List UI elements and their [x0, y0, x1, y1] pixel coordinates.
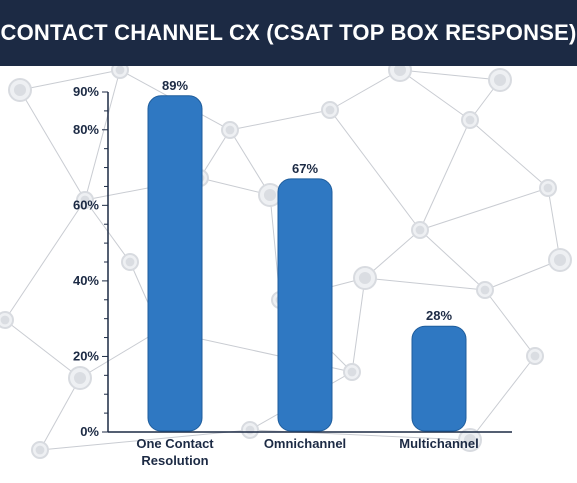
network-edge	[329, 109, 421, 231]
network-edge	[351, 277, 366, 373]
network-edge	[4, 319, 81, 379]
network-node-core	[115, 66, 125, 75]
network-edge	[39, 429, 251, 451]
bar	[277, 178, 333, 432]
chart-labels: 89% One Contact Resolution 67% Omnichannel 28…	[136, 78, 478, 468]
chart-header: CONTACT CHANNEL CX (CSAT TOP BOX RESPONS…	[0, 0, 577, 66]
x-tick-label: One Contact Resolution	[136, 436, 214, 468]
network-node-core	[415, 225, 425, 235]
data-label: 67%	[292, 161, 318, 176]
network-node-core	[35, 445, 45, 455]
y-tick-label: 40%	[73, 273, 99, 288]
network-edge	[79, 329, 161, 379]
network-node-core	[73, 371, 87, 385]
network-node-core	[13, 83, 27, 97]
x-tick-label-line: Resolution	[141, 453, 208, 468]
network-node-core	[358, 271, 372, 285]
network-node-core	[125, 257, 135, 267]
network-edge	[469, 355, 536, 441]
bar	[411, 325, 467, 432]
network-edge	[547, 187, 561, 261]
data-label: 28%	[426, 308, 452, 323]
y-tick-label: 60%	[73, 197, 99, 212]
network-edge	[364, 229, 421, 279]
network-edge	[329, 69, 401, 111]
chart-bars	[147, 95, 467, 432]
network-edge	[19, 89, 86, 201]
network-node-core	[480, 285, 490, 295]
network-edge	[19, 69, 121, 91]
y-tick-label: 90%	[73, 84, 99, 99]
network-node-core	[245, 425, 255, 435]
network-edge	[419, 119, 471, 231]
y-tick-label: 80%	[73, 122, 99, 137]
y-tick-label: 20%	[73, 348, 99, 363]
y-tick-label: 0%	[80, 424, 99, 439]
network-edge	[419, 229, 486, 291]
x-tick-label-line: One Contact	[136, 436, 214, 451]
network-edge	[4, 199, 86, 321]
network-edge	[229, 109, 331, 131]
network-node-core	[263, 188, 277, 202]
network-node-core	[463, 433, 477, 447]
network-node-core	[493, 73, 507, 87]
x-tick-label: Multichannel	[399, 436, 478, 451]
network-node-core	[80, 195, 90, 205]
data-label: 89%	[162, 78, 188, 93]
chart-axes: 0% 20% 40% 60% 80% 90%	[73, 84, 512, 439]
network-edge	[39, 377, 81, 451]
network-edge	[399, 69, 471, 121]
x-tick-label: Omnichannel	[264, 436, 346, 451]
bar-chart: 0% 20% 40% 60% 80% 90% 89% One Contact Resoluti…	[0, 66, 572, 468]
network-edge	[199, 129, 231, 179]
network-node-core	[325, 105, 335, 115]
network-edge	[199, 177, 271, 196]
network-edge	[399, 69, 501, 81]
network-node-core	[530, 351, 540, 361]
network-edge	[484, 259, 561, 291]
network-edge	[469, 119, 549, 189]
network-node-core	[347, 367, 357, 377]
network-node-core	[543, 183, 553, 193]
network-node-core	[225, 125, 235, 135]
network-edge	[419, 187, 549, 231]
network-edge	[484, 289, 536, 357]
network-node-core	[553, 253, 567, 267]
network-edge	[364, 277, 486, 291]
network-node-core	[393, 66, 407, 77]
bar	[147, 95, 203, 432]
network-node-core	[0, 315, 10, 325]
network-node-core	[465, 115, 475, 125]
network-edge	[229, 129, 271, 196]
x-tick-label-line: Omnichannel	[264, 436, 346, 451]
chart-title: CONTACT CHANNEL CX (CSAT TOP BOX RESPONS…	[0, 20, 577, 45]
network-edge	[84, 69, 121, 201]
x-tick-label-line: Multichannel	[399, 436, 478, 451]
